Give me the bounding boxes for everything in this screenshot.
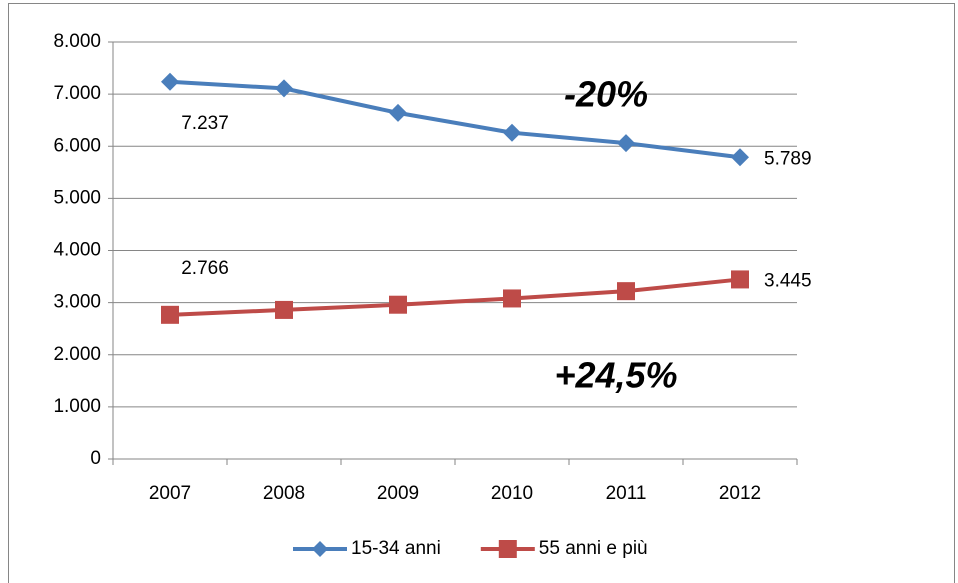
marker: [161, 305, 179, 324]
marker: [389, 295, 407, 314]
marker: [731, 148, 749, 167]
x-tick-label: 2007: [149, 483, 191, 504]
marker: [389, 103, 407, 122]
data-label: 3.445: [764, 270, 812, 291]
y-tick-label: 1.000: [53, 396, 101, 417]
legend-marker: [498, 540, 517, 558]
marker: [731, 270, 749, 289]
x-tick-label: 2009: [377, 483, 419, 504]
y-tick-label: 4.000: [53, 240, 101, 261]
y-tick-label: 6.000: [53, 135, 101, 156]
legend-label: 55 anni e più: [539, 538, 648, 559]
legend-label: 15-34 anni: [351, 538, 441, 559]
annotation: -20%: [564, 74, 648, 115]
x-tick-label: 2011: [606, 483, 647, 504]
annotation: +24,5%: [554, 355, 677, 396]
x-tick-label: 2010: [491, 483, 533, 504]
marker: [503, 289, 521, 308]
x-tick-label: 2008: [263, 483, 305, 504]
marker: [161, 72, 179, 91]
y-tick-label: 5.000: [53, 187, 101, 208]
data-label: 5.789: [764, 148, 812, 169]
marker: [503, 123, 521, 142]
series-line: [169, 79, 741, 160]
marker: [617, 282, 635, 301]
marker: [275, 300, 293, 319]
y-tick-label: 2.000: [53, 344, 101, 365]
y-tick-label: 3.000: [53, 292, 101, 313]
series-line: [169, 277, 741, 317]
marker: [617, 134, 635, 153]
data-label: 7.237: [181, 113, 229, 134]
chart-frame: [8, 3, 955, 583]
y-tick-label: 7.000: [53, 83, 101, 104]
y-tick-label: 8.000: [53, 31, 101, 52]
x-tick-label: 2012: [719, 483, 761, 504]
data-label: 2.766: [181, 258, 229, 279]
marker: [275, 79, 293, 98]
legend-marker: [312, 541, 328, 557]
y-tick-label: 0: [90, 448, 101, 469]
